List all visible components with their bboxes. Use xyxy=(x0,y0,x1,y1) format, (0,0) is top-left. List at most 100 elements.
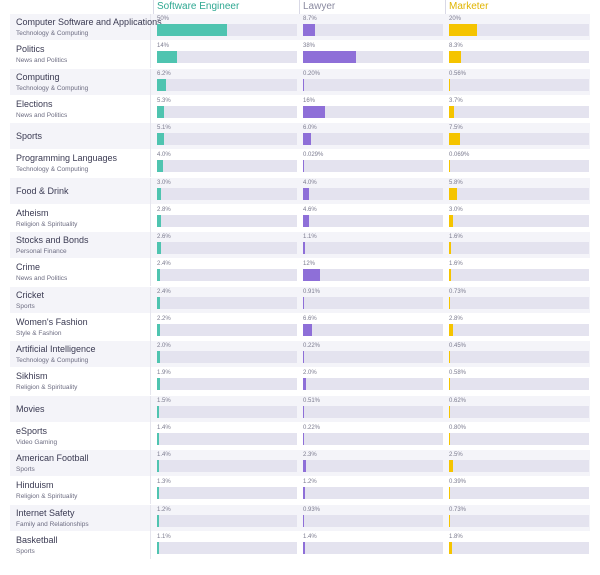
bar xyxy=(157,487,159,500)
topic-label: Computing xyxy=(16,71,60,82)
bar xyxy=(449,405,450,418)
bar-track xyxy=(157,133,297,145)
value-label: 2.2% xyxy=(157,315,171,322)
bar xyxy=(449,160,450,173)
category-label: Technology & Computing xyxy=(16,30,89,37)
table-row: American Football Sports 1.4% 2.3% 2.5% xyxy=(10,450,590,477)
value-label: 5.1% xyxy=(157,125,171,131)
category-label: Style & Fashion xyxy=(16,329,62,337)
category-label: Sports xyxy=(16,466,35,473)
bar-track xyxy=(449,514,589,527)
category-label: Technology & Computing xyxy=(16,357,89,364)
legend-lawyer: Lawyer xyxy=(303,1,336,12)
bar-track xyxy=(449,242,589,254)
value-label: 6.6% xyxy=(303,315,317,322)
value-label: 0.80% xyxy=(449,424,467,431)
bar xyxy=(157,378,160,391)
bar-track xyxy=(303,133,443,145)
category-label: Technology & Computing xyxy=(16,166,89,174)
category-label: Video Gaming xyxy=(16,438,58,446)
bar-track xyxy=(303,78,443,91)
value-label: 20% xyxy=(449,16,462,22)
topic-label: Food & Drink xyxy=(16,185,69,196)
row-label-stocks-and-bonds: Stocks and Bonds Personal Finance xyxy=(10,232,151,259)
bar-track xyxy=(449,351,589,363)
table-row: Basketball Sports 1.1% 1.4% 1.8% xyxy=(10,531,590,559)
row-label-cricket: Cricket Sports xyxy=(10,286,151,314)
value-label: 2.8% xyxy=(157,206,171,213)
topic-label: Computer Software and Applications xyxy=(16,17,162,27)
table-row: Atheism Religion & Spirituality 2.8% 4.6% 3.… xyxy=(10,204,590,232)
table-row: Artificial Intelligence Technology & Comp… xyxy=(10,341,590,368)
value-label: 0.73% xyxy=(449,506,467,513)
value-label: 2.5% xyxy=(449,452,463,458)
legend-software-engineer: Software Engineer xyxy=(157,1,240,12)
topic-label: Basketball xyxy=(16,534,58,545)
bar-track xyxy=(449,323,589,336)
value-label: 0.91% xyxy=(303,288,321,295)
bar-track xyxy=(449,160,589,173)
bar-track xyxy=(303,105,443,118)
table-row: Politics News and Politics 14% 38% 8.3% xyxy=(10,41,590,69)
table-row: Crime News and Politics 2.4% 12% 1.6% xyxy=(10,259,590,287)
table-row: Computer Software and Applications Techno… xyxy=(10,14,590,41)
value-label: 0.069% xyxy=(449,152,470,159)
bar-track xyxy=(303,160,443,173)
bar-track xyxy=(157,51,297,64)
row-label-esports: eSports Video Gaming xyxy=(10,422,151,450)
topic-label: Politics xyxy=(16,44,45,55)
bar xyxy=(157,214,161,227)
bar xyxy=(303,541,305,554)
value-label: 1.1% xyxy=(157,533,171,540)
bar-track xyxy=(303,269,443,282)
value-label: 8.3% xyxy=(449,43,463,50)
row-label-crime: Crime News and Politics xyxy=(10,259,151,287)
topic-label: Stocks and Bonds xyxy=(16,235,89,245)
row-label-food-drink: Food & Drink xyxy=(10,177,151,205)
legend-marketer: Marketer xyxy=(449,1,489,12)
category-label: Sports xyxy=(16,547,35,555)
table-row: Programming Languages Technology & Comput… xyxy=(10,150,590,178)
topic-label: Movies xyxy=(16,403,45,414)
value-label: 0.45% xyxy=(449,343,467,349)
bar-track xyxy=(303,51,443,64)
bar xyxy=(303,78,304,91)
bar xyxy=(449,78,450,91)
value-label: 2.6% xyxy=(157,234,171,240)
bar xyxy=(303,269,320,282)
category-label: News and Politics xyxy=(16,111,68,119)
row-label-sikhism: Sikhism Religion & Spirituality xyxy=(10,368,151,396)
bar-track xyxy=(157,242,297,254)
bar-track xyxy=(157,160,297,173)
value-label: 1.4% xyxy=(157,424,171,431)
bar xyxy=(303,214,310,227)
bar-track xyxy=(303,214,443,227)
topic-label: American Football xyxy=(16,453,89,463)
value-label: 0.029% xyxy=(303,152,324,159)
value-label: 2.3% xyxy=(303,452,317,458)
bar xyxy=(449,323,453,336)
value-label: 8.7% xyxy=(303,16,317,22)
bar-track xyxy=(449,133,589,145)
table-row: Cricket Sports 2.4% 0.91% 0.73% xyxy=(10,286,590,314)
bar xyxy=(449,378,450,391)
table-row: Sikhism Religion & Spirituality 1.9% 2.0% 0.… xyxy=(10,368,590,396)
bar xyxy=(449,269,452,282)
bar xyxy=(449,24,477,36)
bar xyxy=(157,242,161,254)
value-label: 0.62% xyxy=(449,397,467,404)
value-label: 50% xyxy=(157,16,170,22)
value-label: 0.39% xyxy=(449,479,467,486)
value-label: 0.93% xyxy=(303,506,321,513)
value-label: 14% xyxy=(157,43,170,50)
topic-label: Internet Safety xyxy=(16,507,75,518)
value-label: 0.22% xyxy=(303,424,321,431)
category-label: News and Politics xyxy=(16,57,68,65)
bar xyxy=(157,323,161,336)
bar-track xyxy=(449,269,589,282)
value-label: 6.2% xyxy=(157,70,171,77)
value-label: 1.3% xyxy=(157,479,171,486)
bar xyxy=(449,460,453,472)
table-row: Food & Drink 3.0% 4.0% 5.8% xyxy=(10,177,590,205)
category-label: Personal Finance xyxy=(16,248,67,255)
